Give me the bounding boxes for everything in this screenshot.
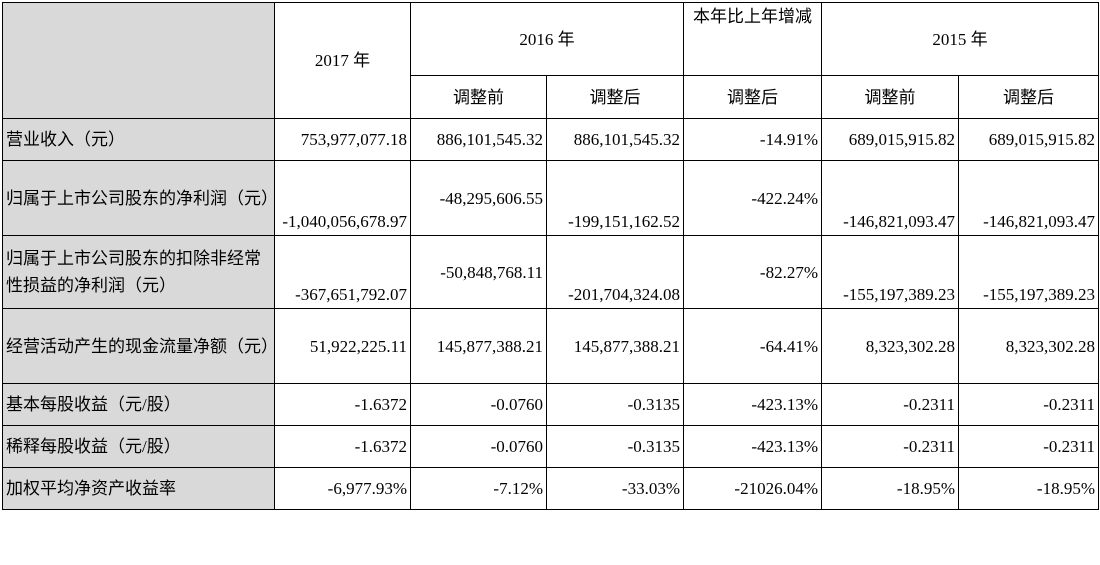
cell-2016-before: -0.0760 [410, 425, 547, 468]
cell-2016-after: -201,704,324.08 [546, 235, 684, 309]
cell-2016-after: -0.3135 [546, 425, 684, 468]
cell-change: -422.24% [683, 160, 822, 236]
cell-change: -82.27% [683, 235, 822, 309]
cell-2015-before: 689,015,915.82 [821, 118, 959, 161]
cell-2015-before: -155,197,389.23 [821, 235, 959, 309]
cell-2015-before: -18.95% [821, 467, 959, 510]
table-row: 经营活动产生的现金流量净额（元） 51,922,225.11 145,877,3… [2, 308, 1099, 384]
cell-2016-before: 886,101,545.32 [410, 118, 547, 161]
table-row: 归属于上市公司股东的扣除非经常性损益的净利润（元） -367,651,792.0… [2, 235, 1099, 309]
header-change: 本年比上年增减 [683, 2, 822, 76]
cell-2017: -367,651,792.07 [274, 235, 411, 309]
row-label: 归属于上市公司股东的净利润（元） [2, 160, 275, 236]
cell-change: -64.41% [683, 308, 822, 384]
table-row: 稀释每股收益（元/股） -1.6372 -0.0760 -0.3135 -423… [2, 425, 1099, 468]
cell-2015-after: 8,323,302.28 [958, 308, 1099, 384]
row-label: 基本每股收益（元/股） [2, 383, 275, 426]
header-corner-cell [2, 2, 275, 119]
cell-2016-after: -0.3135 [546, 383, 684, 426]
header-row-adjust: 调整前 调整后 调整后 调整前 调整后 [3, 75, 1099, 119]
cell-2015-after: -0.2311 [958, 383, 1099, 426]
cell-2016-after: -199,151,162.52 [546, 160, 684, 236]
cell-2017: 51,922,225.11 [274, 308, 411, 384]
cell-2016-before: -48,295,606.55 [410, 160, 547, 236]
cell-2015-before: 8,323,302.28 [821, 308, 959, 384]
cell-2016-before: 145,877,388.21 [410, 308, 547, 384]
cell-2017: -1.6372 [274, 383, 411, 426]
cell-2016-before: -50,848,768.11 [410, 235, 547, 309]
cell-2015-before: -146,821,093.47 [821, 160, 959, 236]
header-change-after: 调整后 [683, 75, 822, 119]
header-row-years: 2017 年 2016 年 本年比上年增减 2015 年 [2, 2, 1099, 119]
cell-2017: -1.6372 [274, 425, 411, 468]
financial-summary-table: 2017 年 2016 年 本年比上年增减 2015 年 调整前 调整后 调整后… [2, 2, 1099, 510]
cell-2016-after: 886,101,545.32 [546, 118, 684, 161]
header-2017: 2017 年 [274, 2, 411, 119]
cell-change: -14.91% [683, 118, 822, 161]
row-label: 加权平均净资产收益率 [2, 467, 275, 510]
cell-2017: -1,040,056,678.97 [274, 160, 411, 236]
table-row: 归属于上市公司股东的净利润（元） -1,040,056,678.97 -48,2… [2, 160, 1099, 236]
cell-2015-after: -0.2311 [958, 425, 1099, 468]
row-label: 稀释每股收益（元/股） [2, 425, 275, 468]
cell-2016-after: -33.03% [546, 467, 684, 510]
cell-2016-before: -0.0760 [410, 383, 547, 426]
row-label: 归属于上市公司股东的扣除非经常性损益的净利润（元） [2, 235, 275, 309]
row-label: 营业收入（元） [2, 118, 275, 161]
cell-2015-after: -18.95% [958, 467, 1099, 510]
row-label: 经营活动产生的现金流量净额（元） [2, 308, 275, 384]
header-2015-after: 调整后 [958, 75, 1099, 119]
cell-2015-before: -0.2311 [821, 425, 959, 468]
table-row: 基本每股收益（元/股） -1.6372 -0.0760 -0.3135 -423… [2, 383, 1099, 426]
header-2016-before: 调整前 [410, 75, 547, 119]
cell-2016-after: 145,877,388.21 [546, 308, 684, 384]
table-row: 加权平均净资产收益率 -6,977.93% -7.12% -33.03% -21… [2, 467, 1099, 510]
table-row: 营业收入（元） 753,977,077.18 886,101,545.32 88… [2, 118, 1099, 161]
cell-change: -423.13% [683, 383, 822, 426]
cell-2015-after: 689,015,915.82 [958, 118, 1099, 161]
cell-change: -423.13% [683, 425, 822, 468]
cell-change: -21026.04% [683, 467, 822, 510]
cell-2015-before: -0.2311 [821, 383, 959, 426]
cell-2015-after: -155,197,389.23 [958, 235, 1099, 309]
header-2016-after: 调整后 [546, 75, 684, 119]
header-2015-before: 调整前 [821, 75, 959, 119]
cell-2015-after: -146,821,093.47 [958, 160, 1099, 236]
cell-2017: -6,977.93% [274, 467, 411, 510]
cell-2017: 753,977,077.18 [274, 118, 411, 161]
cell-2016-before: -7.12% [410, 467, 547, 510]
header-2016: 2016 年 [410, 2, 684, 76]
header-2015: 2015 年 [821, 2, 1099, 76]
